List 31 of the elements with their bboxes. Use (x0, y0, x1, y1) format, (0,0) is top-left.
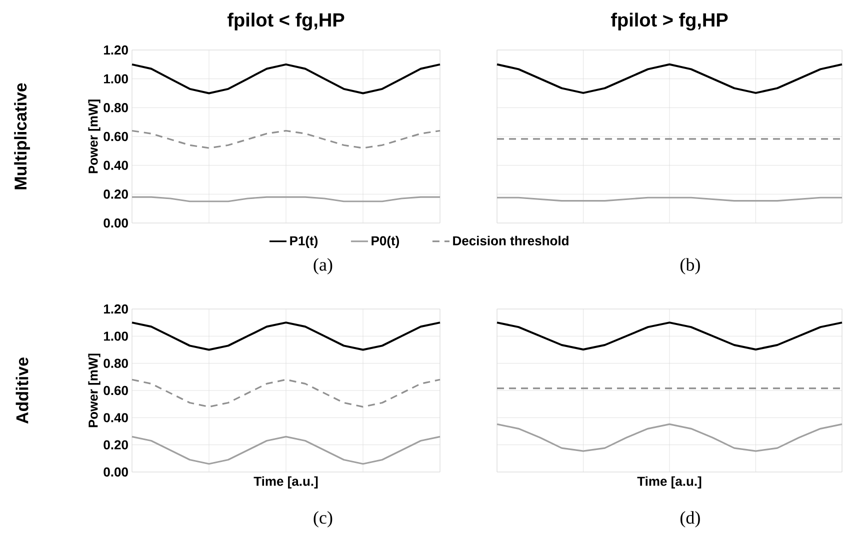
chart-title: fpilot > fg,HP (610, 12, 728, 30)
legend-label: P1(t) (290, 236, 318, 248)
y-tick-label: 1.20 (104, 45, 128, 55)
y-tick-label: 0.80 (104, 103, 128, 112)
y-tick-label: 1.20 (104, 304, 128, 314)
y-tick-label: 0.80 (104, 358, 128, 368)
y-tick-label: 0.20 (104, 190, 128, 199)
line-series (131, 63, 441, 94)
text: Multiplicative (14, 83, 30, 190)
y-tick-label: 0.40 (104, 413, 128, 422)
text: (d) (680, 511, 700, 528)
y-tick-label: 0.60 (104, 132, 128, 142)
chart-title: fpilot < fg,HP (227, 12, 344, 30)
y-tick-label: 1.00 (104, 332, 128, 341)
legend-label: Decision threshold (453, 236, 568, 246)
y-axis-title: Power [mW] (88, 354, 100, 428)
x-axis-title: Time [a.u.] (637, 476, 702, 488)
y-tick-label: 0.00 (104, 218, 128, 228)
y-axis-title: Power [mW] (88, 100, 100, 174)
y-tick-label: 0.00 (104, 467, 128, 477)
x-axis-title: Time [a.u.] (254, 476, 318, 488)
legend-label: P0(t) (372, 236, 400, 248)
text: (c) (314, 511, 332, 528)
y-tick-label: 0.60 (104, 386, 128, 396)
text: Additive (16, 358, 28, 424)
y-tick-label: 0.40 (104, 160, 128, 170)
line-series (131, 322, 441, 351)
text: (b) (680, 258, 700, 274)
y-tick-label: 0.20 (104, 440, 128, 450)
y-tick-label: 1.00 (104, 74, 128, 84)
text: (a) (314, 258, 332, 274)
